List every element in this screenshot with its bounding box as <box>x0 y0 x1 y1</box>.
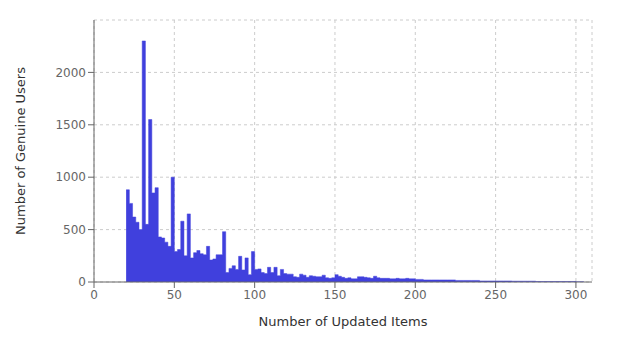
svg-text:50: 50 <box>167 288 182 302</box>
svg-text:300: 300 <box>564 288 587 302</box>
svg-text:500: 500 <box>63 223 86 237</box>
svg-text:200: 200 <box>404 288 427 302</box>
svg-text:Number of Updated Items: Number of Updated Items <box>259 314 428 329</box>
svg-text:1500: 1500 <box>55 118 86 132</box>
svg-text:100: 100 <box>243 288 266 302</box>
svg-text:250: 250 <box>484 288 507 302</box>
svg-text:2000: 2000 <box>55 66 86 80</box>
svg-text:0: 0 <box>90 288 98 302</box>
svg-text:Number of Genuine Users: Number of Genuine Users <box>13 67 28 235</box>
svg-text:1000: 1000 <box>55 170 86 184</box>
svg-text:0: 0 <box>78 275 86 289</box>
svg-text:150: 150 <box>324 288 347 302</box>
